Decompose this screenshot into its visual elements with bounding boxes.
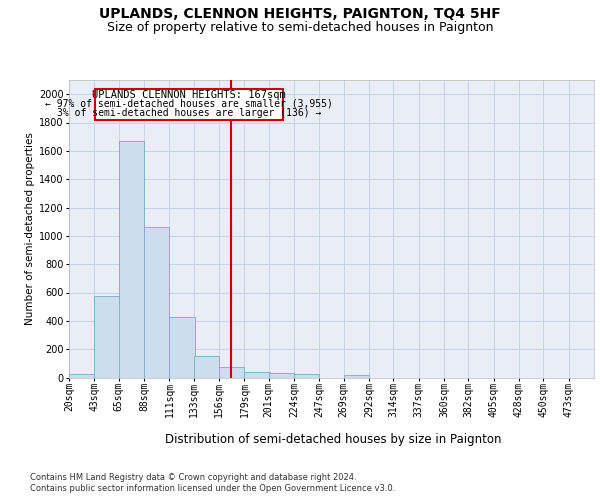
Bar xyxy=(169,318,195,378)
Text: UPLANDS CLENNON HEIGHTS: 167sqm: UPLANDS CLENNON HEIGHTS: 167sqm xyxy=(92,90,286,100)
FancyBboxPatch shape xyxy=(95,88,283,120)
Bar xyxy=(119,141,144,378)
Text: Distribution of semi-detached houses by size in Paignton: Distribution of semi-detached houses by … xyxy=(165,432,501,446)
Bar xyxy=(344,374,369,378)
Text: ← 97% of semi-detached houses are smaller (3,955): ← 97% of semi-detached houses are smalle… xyxy=(45,98,333,108)
Bar xyxy=(294,374,319,378)
Bar xyxy=(144,226,169,378)
Bar xyxy=(219,367,244,378)
Y-axis label: Number of semi-detached properties: Number of semi-detached properties xyxy=(25,132,35,325)
Text: Contains public sector information licensed under the Open Government Licence v3: Contains public sector information licen… xyxy=(30,484,395,493)
Text: Contains HM Land Registry data © Crown copyright and database right 2024.: Contains HM Land Registry data © Crown c… xyxy=(30,472,356,482)
Text: Size of property relative to semi-detached houses in Paignton: Size of property relative to semi-detach… xyxy=(107,21,493,34)
Bar xyxy=(94,296,120,378)
Bar xyxy=(244,372,270,378)
Bar xyxy=(269,372,294,378)
Bar xyxy=(194,356,219,378)
Text: 3% of semi-detached houses are larger (136) →: 3% of semi-detached houses are larger (1… xyxy=(57,108,322,118)
Text: UPLANDS, CLENNON HEIGHTS, PAIGNTON, TQ4 5HF: UPLANDS, CLENNON HEIGHTS, PAIGNTON, TQ4 … xyxy=(99,8,501,22)
Bar xyxy=(69,374,94,378)
